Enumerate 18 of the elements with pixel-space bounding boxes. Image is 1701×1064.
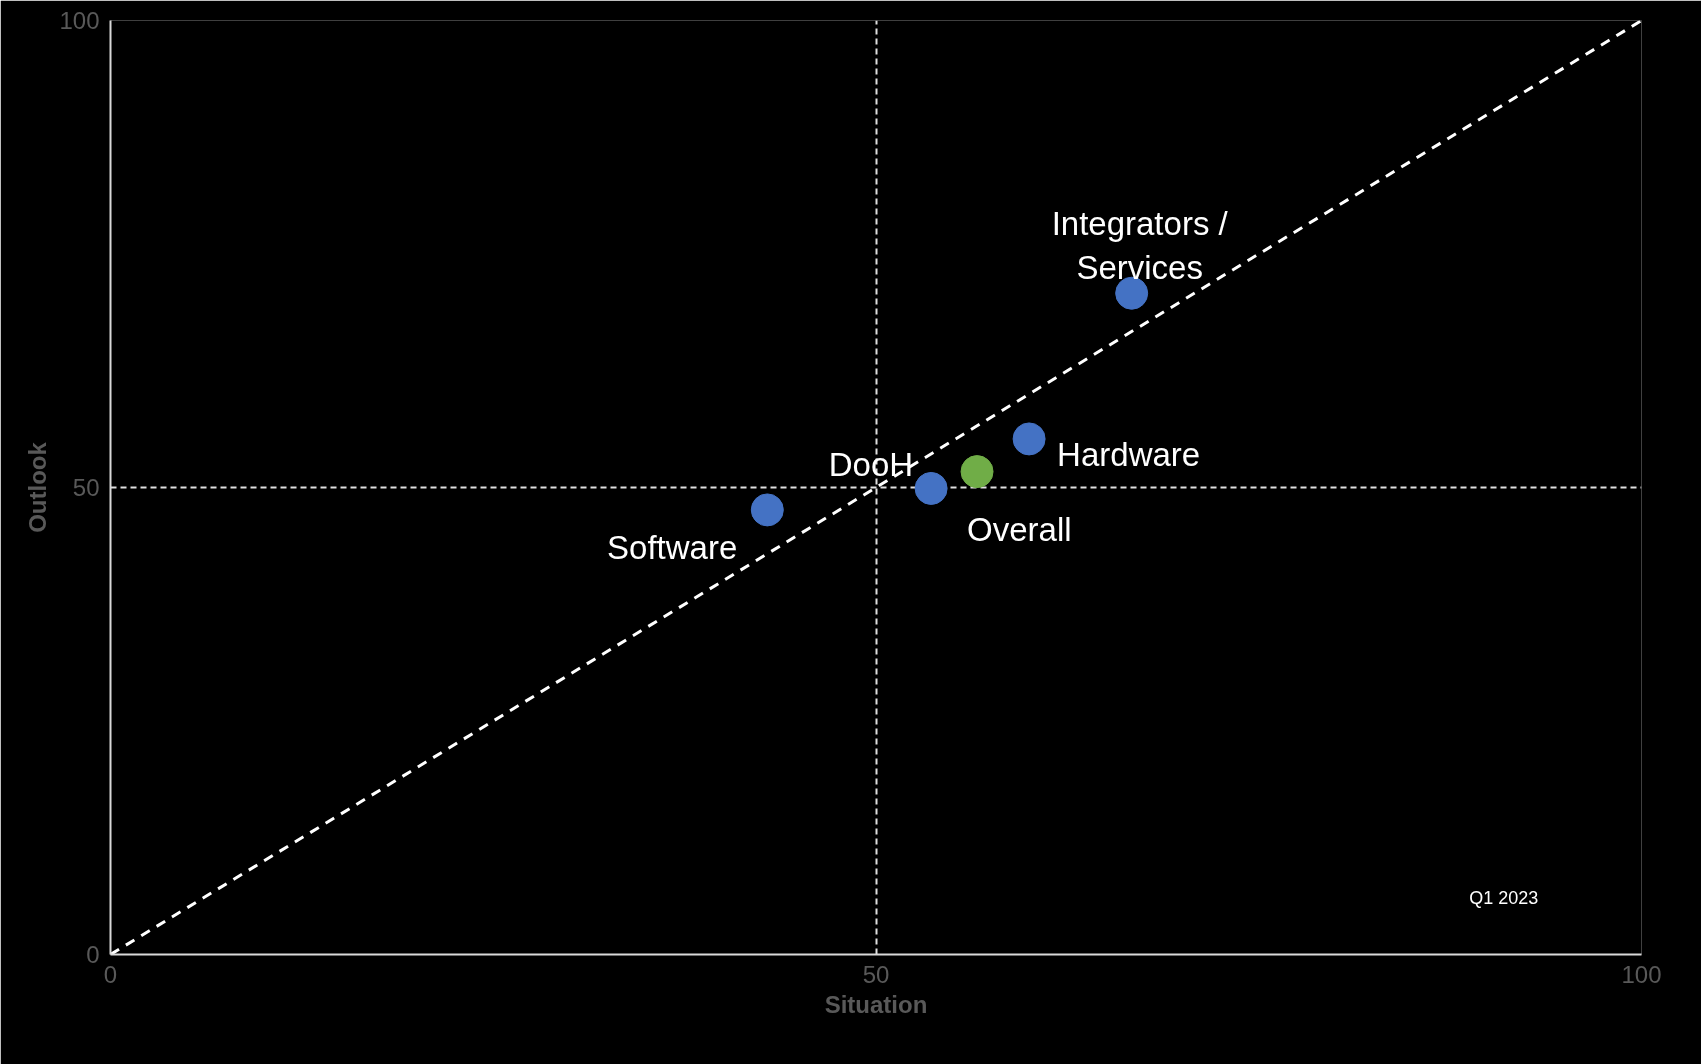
y-axis-title: Outlook (24, 441, 52, 533)
series-label: Integrators / Services (1051, 204, 1229, 286)
x-axis-title: Situation (824, 990, 928, 1018)
x-tick-label: 0 (103, 960, 118, 988)
point (960, 455, 994, 489)
y-tick-label: 100 (59, 7, 100, 34)
x-tick-label: 50 (862, 960, 890, 988)
point (914, 471, 948, 505)
y-tick-label: 0 (86, 941, 100, 968)
point (750, 493, 784, 527)
x-tick-label: 100 (1621, 960, 1662, 988)
point (1012, 422, 1046, 456)
annotation: Q1 2023 (1469, 887, 1539, 908)
series-label: Overall (967, 511, 1072, 549)
series-label: Software (607, 529, 738, 567)
y-tick-label: 50 (72, 474, 100, 501)
series-label: DooH (828, 445, 914, 483)
series-label: Hardware (1057, 436, 1201, 474)
